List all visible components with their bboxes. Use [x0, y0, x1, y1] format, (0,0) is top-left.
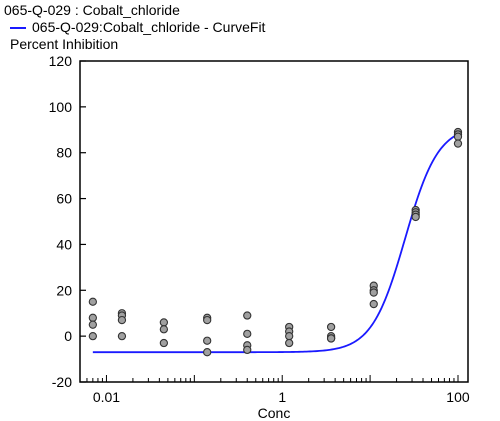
data-point — [203, 336, 212, 345]
y-tick-label: 80 — [56, 145, 72, 161]
y-tick-label: 100 — [49, 99, 73, 115]
legend-curve-label: 065-Q-029:Cobalt_chloride - CurveFit — [32, 19, 266, 35]
data-point — [411, 212, 420, 222]
data-point — [285, 331, 294, 341]
data-point — [453, 132, 463, 141]
data-point — [159, 318, 169, 327]
legend-item-points: 065-Q-029 : Cobalt_chloride — [4, 2, 265, 19]
legend-points-label: 065-Q-029 : Cobalt_chloride — [4, 2, 180, 18]
curve-fit-line — [92, 133, 459, 354]
data-point — [88, 313, 97, 322]
x-axis: 0.01 1 100 — [79, 375, 470, 405]
legend-curve-swatch — [10, 26, 26, 29]
data-point — [243, 311, 252, 320]
y-tick-label: 60 — [56, 191, 72, 207]
data-point — [117, 331, 127, 341]
data-point — [369, 299, 378, 309]
data-point — [243, 345, 252, 355]
data-point — [243, 329, 252, 338]
y-tick-label: 120 — [49, 53, 73, 69]
legend: 065-Q-029 : Cobalt_chloride 065-Q-029:Co… — [4, 2, 265, 53]
data-point — [117, 315, 127, 325]
y-axis-title: Percent Inhibition — [10, 36, 119, 52]
y-axis: -20 0 20 40 60 80 100 120 — [49, 53, 86, 390]
data-point — [88, 331, 97, 341]
data-point — [159, 338, 169, 348]
data-point — [203, 348, 212, 357]
data-point — [159, 325, 169, 334]
x-axis-title: Conc — [258, 405, 291, 421]
data-point — [453, 139, 463, 148]
y-tick-label: 20 — [56, 282, 72, 298]
data-point — [326, 334, 336, 343]
data-points — [88, 127, 463, 357]
x-tick-label: 100 — [446, 389, 470, 405]
y-tick-label: 0 — [64, 328, 72, 344]
data-point — [88, 320, 97, 329]
x-tick-label: 1 — [278, 389, 286, 405]
data-point — [88, 297, 97, 306]
legend-item-curve: 065-Q-029:Cobalt_chloride - CurveFit — [4, 19, 265, 36]
y-tick-label: -20 — [52, 374, 72, 390]
data-point — [285, 338, 294, 348]
y-axis-title-row: Percent Inhibition — [4, 36, 265, 53]
x-tick-label: 0.01 — [93, 389, 120, 405]
data-point — [203, 315, 212, 325]
data-point — [369, 288, 378, 297]
y-tick-label: 40 — [56, 236, 72, 252]
data-point — [326, 322, 336, 332]
